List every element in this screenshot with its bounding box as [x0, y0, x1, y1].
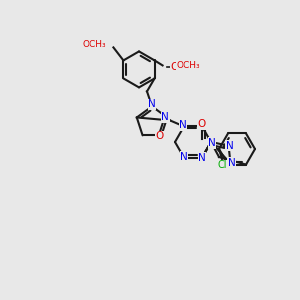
Text: N: N [161, 112, 169, 122]
Text: N: N [226, 141, 233, 151]
Text: Cl: Cl [217, 160, 227, 170]
Text: N: N [179, 120, 187, 130]
Text: O: O [198, 119, 206, 129]
Text: N: N [180, 152, 188, 162]
Text: OCH₃: OCH₃ [177, 61, 200, 70]
Text: N: N [208, 138, 216, 148]
Text: N: N [228, 158, 236, 168]
Text: OCH₃: OCH₃ [83, 40, 106, 49]
Text: O: O [155, 131, 164, 141]
Text: O: O [171, 62, 179, 72]
Text: N: N [198, 153, 206, 163]
Text: N: N [148, 99, 156, 110]
